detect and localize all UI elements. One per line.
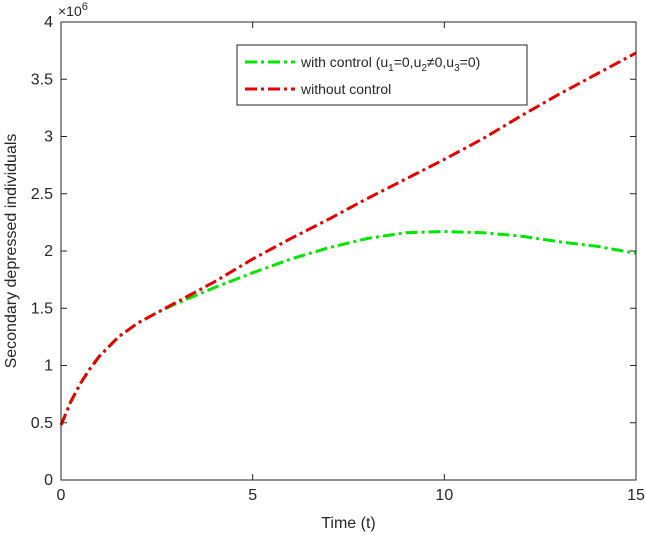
y-tick-label: 1.5: [31, 300, 53, 317]
y-tick-label: 3: [44, 129, 53, 146]
x-tick-label: 5: [248, 487, 257, 504]
axes-box: [60, 21, 637, 481]
y-axis-label: Secondary depressed individuals: [3, 134, 20, 369]
legend-box: [236, 44, 528, 106]
y-tick-label: 4: [44, 14, 53, 31]
x-tick-label: 15: [627, 487, 645, 504]
y-tick-label: 0.5: [31, 415, 53, 432]
legend-label-with-control: with control (u1=0,u2≠0,u3=0): [300, 54, 480, 74]
y-tick-label: 3.5: [31, 71, 53, 88]
y-tick-label: 2: [44, 243, 53, 260]
axes-layer: [60, 21, 637, 481]
x-tick-label: 0: [57, 487, 66, 504]
y-tick-label: 0: [44, 472, 53, 489]
series-line-without-control: [59, 51, 637, 426]
ticks-layer: 0 5 10 15 0 0.5 1 1.5 2 2.5 3 3.5 4: [31, 14, 645, 504]
y-tick-label: 1: [44, 358, 53, 375]
y-axis-exponent-label: ×106: [58, 1, 88, 19]
legend-label-without-control: without control: [300, 81, 391, 97]
y-tick-label: 2.5: [31, 186, 53, 203]
x-tick-label: 10: [435, 487, 453, 504]
legend: with control (u1=0,u2≠0,u3=0) without con…: [236, 44, 528, 106]
series-layer: [59, 51, 637, 426]
x-axis-label: Time (t): [321, 515, 376, 532]
